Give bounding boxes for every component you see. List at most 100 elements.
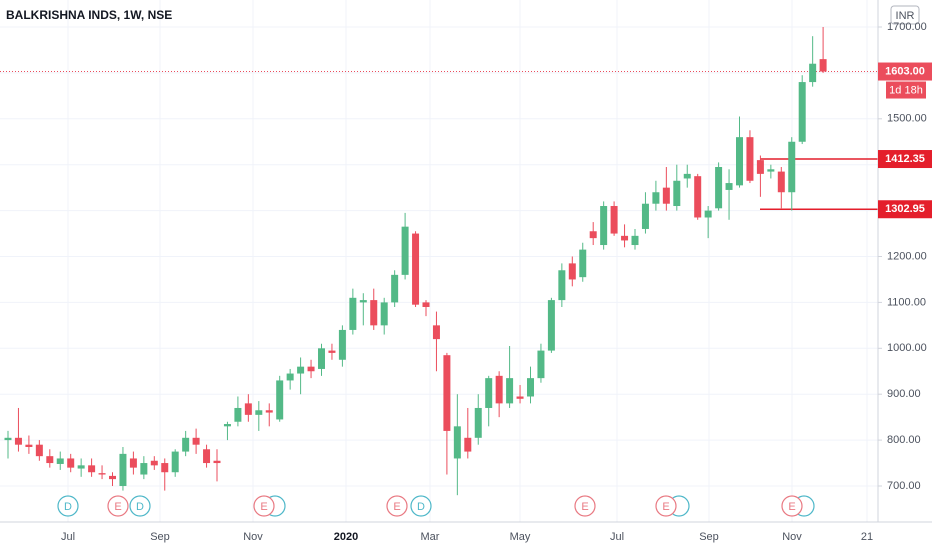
y-tick-label: 1000.00 [887,342,927,354]
event-label: D [417,501,425,513]
candle-body [464,437,472,452]
event-marker [107,495,129,517]
candle-body [98,473,106,475]
candle-body [579,249,587,278]
candle-body [307,366,315,372]
candle-body [88,465,96,473]
event[interactable]: E [574,495,596,517]
event[interactable]: E [107,495,129,517]
candle-body [328,350,336,353]
candle-body [715,166,723,209]
candle-body [652,192,660,204]
candle-body [35,444,43,457]
candle-body [244,403,252,415]
candle-body [809,63,817,83]
candle-body [756,160,764,174]
x-tick-label: 21 [861,531,873,543]
candle-body [182,437,190,452]
event-marker [410,495,432,517]
candle-body [621,235,629,241]
y-tick-label: 800.00 [887,434,921,446]
candle-body [318,348,325,369]
candle-body [192,437,200,445]
x-tick-label: Nov [782,531,802,543]
plot [0,27,878,496]
chart-title: BALKRISHNA INDS, 1W, NSE [6,8,172,22]
x-tick-label: Mar [421,531,440,543]
x-tick-label: Sep [150,531,170,543]
x-tick-label: Jul [61,531,75,543]
candle-body [213,460,221,464]
candle-body [77,465,85,469]
candle-body [401,226,409,275]
countdown-box [886,81,926,99]
price-line-label-box [878,200,932,219]
candle-body [161,463,169,473]
event[interactable]: E [781,495,803,517]
candle-body [443,355,451,431]
price-line-label: 1302.95 [885,203,925,215]
candle-body [600,206,608,246]
candle-body [46,456,54,464]
x-tick-label: Nov [243,531,263,543]
event[interactable]: D [57,495,79,517]
event[interactable]: E [253,495,275,517]
event-marker [574,495,596,517]
event[interactable]: D [410,495,432,517]
candle-body [610,206,618,234]
candle-body [14,437,22,445]
candle-body [286,373,294,381]
candle-body [370,300,378,326]
event-label: D [64,501,72,513]
candle-body [391,274,399,303]
candle-body [819,59,827,72]
grid [0,0,878,522]
candle-body [453,426,461,459]
candle-body [694,176,702,218]
candle-body [4,437,12,441]
event[interactable]: E [386,495,408,517]
candle-body [140,463,148,475]
candle-body [56,458,64,464]
x-tick-label: Jul [610,531,624,543]
last-price-label: 1603.00 [885,65,925,77]
currency[interactable]: INR [896,10,915,22]
x-tick-label: May [510,531,531,543]
candle-body [171,451,179,473]
candle-body [631,235,639,246]
candle-body [798,82,806,142]
candle-body [725,183,733,190]
candle-body [485,378,493,408]
event-label: E [788,501,795,513]
y-tick-label: 1200.00 [887,250,927,262]
event-marker [655,495,677,517]
candle-body [203,449,211,464]
event-label: E [581,501,588,513]
candle-body [297,366,305,374]
event[interactable]: E [655,495,677,517]
candle-body [265,410,273,413]
candle-body [641,203,649,229]
y-tick-label: 1500.00 [887,113,927,125]
event-label: D [136,501,144,513]
event-marker [386,495,408,517]
candle-body [359,300,367,303]
price-line-label: 1412.35 [885,153,925,165]
currency-box[interactable] [890,5,920,25]
event[interactable]: D [129,495,151,517]
candle-body [129,458,137,468]
y-tick-label: 1100.00 [887,296,926,308]
candle-body [67,458,75,468]
event-label: E [260,501,267,513]
candle-body [558,270,566,301]
candle-body [568,263,576,280]
candle-body [547,300,555,351]
candle-body [495,375,503,404]
candle-body [119,453,127,486]
candle-body [673,180,681,207]
candle-body [349,297,357,330]
candle-body [767,169,775,172]
candle-body [746,137,754,181]
candle-body [255,410,263,415]
